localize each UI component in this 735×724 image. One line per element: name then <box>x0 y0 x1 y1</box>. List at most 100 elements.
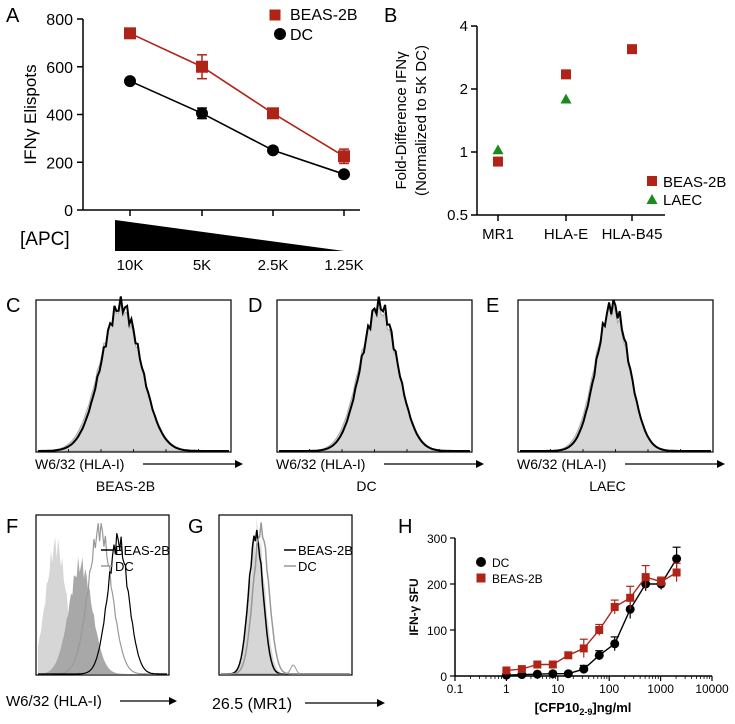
panel-label-d: D <box>248 295 262 317</box>
panel-h-x-tick-label: 10000 <box>695 682 729 696</box>
panel-h-point-beas <box>641 573 650 582</box>
panel-h-x-label: [CFP102-9]ng/ml <box>535 700 632 717</box>
panel-c-x-arrow-head <box>235 460 243 468</box>
panel-h-point-beas <box>548 660 557 669</box>
panel-g-minor-peak <box>221 664 350 675</box>
panel-a-series-line <box>129 32 345 157</box>
panel-a-x-tick-label: 2.5K <box>258 257 289 274</box>
panel-h-x-tick-label: 0.1 <box>447 682 464 696</box>
panel-b-x-tick-label: MR1 <box>482 226 514 243</box>
panel-h-legend-beas: BEAS-2B <box>492 572 543 586</box>
panel-b-x-tick-label: HLA-E <box>544 226 588 243</box>
panel-c-sample-label: BEAS-2B <box>96 478 155 494</box>
panel-g-frame <box>218 514 353 676</box>
panel-d-x-label: W6/32 (HLA-I) <box>276 456 365 472</box>
panel-e-x-arrow-head <box>717 460 725 468</box>
panel-a-legend-beas: BEAS-2B <box>290 7 358 24</box>
panel-e-x-label: W6/32 (HLA-I) <box>517 456 606 472</box>
panel-label-b: B <box>384 5 397 27</box>
panel-f-legend-dc: DC <box>115 559 134 574</box>
panel-h-x-label-main: [CFP10 <box>535 700 580 715</box>
panel-b-y-tick-label: 1 <box>460 144 468 161</box>
panel-h-y-tick-label: 0 <box>440 670 447 684</box>
panel-h-x-label-sub: 2-9 <box>579 707 592 717</box>
panel-b-point-beas <box>561 69 571 80</box>
panel-b-chart: 0.5 1 2 4 MR1 HLA-E HLA-B45 Fold-Difference IFN… <box>393 18 726 243</box>
panel-a-x-tick-label: 10K <box>117 257 144 274</box>
panel-h-y-label: IFN-γ SFU <box>407 578 421 635</box>
panel-c-stain-trace <box>38 296 229 452</box>
panel-c-x-label: W6/32 (HLA-I) <box>35 456 124 472</box>
panel-d-stain-trace <box>279 296 470 452</box>
panel-h-point-beas <box>579 644 588 653</box>
panel-a-point-dc <box>124 75 136 88</box>
panel-h-point-beas <box>626 593 635 602</box>
panel-a-legend-dc: DC <box>290 27 313 44</box>
panel-e-histogram: W6/32 (HLA-I) LAEC <box>517 299 725 494</box>
panel-h-point-beas <box>517 665 526 674</box>
panel-g-legend-dc: DC <box>298 559 317 574</box>
panel-h-x-label-tail: ]ng/ml <box>592 700 631 715</box>
panel-a-y-label: IFNγ Elispots <box>21 64 40 164</box>
panel-d-sample-label: DC <box>356 478 376 494</box>
panel-a-point-beas <box>124 27 136 40</box>
panel-h-chart: 0 100 200 300 0.1 1 10 100 1000 10000 IFN-γ SFU [CF… <box>407 532 729 717</box>
panel-label-f: F <box>6 516 18 538</box>
panel-a-y-tick-label: 400 <box>46 108 73 125</box>
panel-b-point-beas <box>627 44 637 55</box>
panel-e-sample-label: LAEC <box>589 478 626 494</box>
panel-g-x-label: 26.5 (MR1) <box>212 696 292 713</box>
panel-a-point-beas <box>267 107 279 120</box>
panel-b-legend-laec: LAEC <box>663 192 702 209</box>
panel-label-h: H <box>398 516 412 538</box>
panel-h-point-beas <box>595 626 604 634</box>
panel-c-histogram: W6/32 (HLA-I) BEAS-2B <box>35 296 243 494</box>
panel-h-y-tick-label: 100 <box>427 624 447 638</box>
panel-h-point-beas <box>657 577 666 586</box>
panel-b-y-label: Fold-Difference IFNγ <box>393 51 410 190</box>
panel-a-series-line <box>129 80 345 175</box>
panel-a-x-tick-label: 5K <box>193 257 211 274</box>
panel-f-legend-beas: BEAS-2B <box>115 543 170 558</box>
panel-a-y-tick-label: 600 <box>46 60 73 77</box>
panel-h-point-beas <box>564 651 573 660</box>
panel-h-legend-marker-dc <box>476 557 486 567</box>
panel-b-point-laec <box>560 93 572 104</box>
panel-a-point-beas <box>196 60 208 73</box>
panel-h-point-dc <box>579 664 589 674</box>
panel-h-point-dc <box>532 669 542 679</box>
panel-g-legend-beas: BEAS-2B <box>298 543 353 558</box>
panel-h-legend-dc: DC <box>492 556 510 570</box>
panel-b-y-tick-label: 2 <box>460 81 468 98</box>
panel-h-x-tick-label: 10 <box>551 682 565 696</box>
panel-b-point-beas <box>493 156 503 167</box>
panel-a-point-dc <box>196 107 208 120</box>
panel-h-point-beas <box>672 568 681 577</box>
panel-h-point-dc <box>563 669 573 679</box>
panel-h-point-dc <box>610 639 620 649</box>
panel-label-a: A <box>6 5 20 27</box>
panel-h-x-tick-label: 1000 <box>647 682 674 696</box>
panel-b-y-tick-label: 0.5 <box>447 207 468 224</box>
panel-a-legend-marker-dc <box>274 28 286 40</box>
panel-h-series-line <box>506 571 677 672</box>
panel-a-x-label: [APC] <box>20 229 70 250</box>
panel-b-y-tick-label: 4 <box>460 18 468 35</box>
panel-a-point-beas <box>338 150 350 163</box>
panel-b-legend-beas: BEAS-2B <box>663 174 726 191</box>
panel-b-y-label-2: (Normalized to 5K DC) <box>413 45 430 196</box>
panel-b-legend-marker-laec <box>646 194 658 204</box>
panel-h-point-beas <box>533 660 542 669</box>
panel-h-point-dc <box>594 650 604 660</box>
panel-a-y-tick-label: 800 <box>46 12 73 29</box>
panel-h-x-tick-label: 100 <box>599 682 619 696</box>
panel-a-point-dc <box>267 144 279 157</box>
panel-f-x-arrow-head <box>169 697 177 705</box>
panel-label-g: G <box>188 516 204 538</box>
panel-a-y-tick-label: 0 <box>64 203 73 220</box>
panel-h-point-beas <box>502 666 511 675</box>
panel-label-e: E <box>486 295 499 317</box>
